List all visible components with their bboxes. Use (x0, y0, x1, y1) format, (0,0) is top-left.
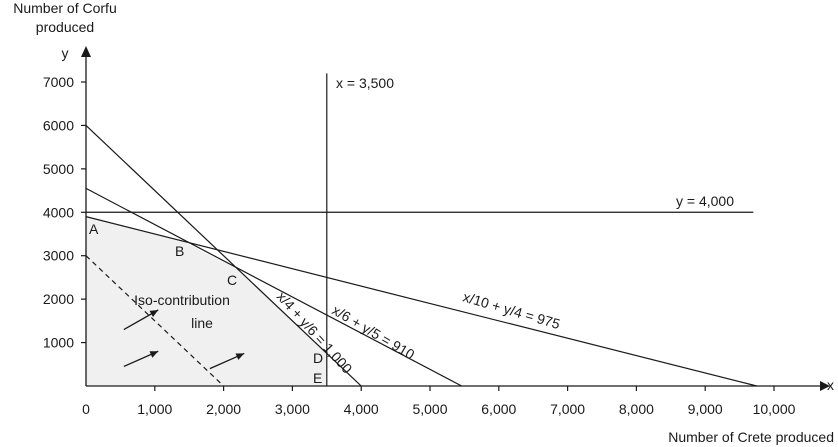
y-axis-letter: y (62, 45, 69, 61)
x-tick-label-3: 3,000 (275, 401, 310, 417)
x-tick-label-2: 2,000 (206, 401, 241, 417)
direction-arrow-0 (123, 309, 159, 331)
x-tick-label-10: 10,000 (753, 401, 796, 417)
y-axis-title-line1: Number of Corfu (13, 0, 116, 16)
label-x-3500: x = 3,500 (336, 75, 394, 91)
x-tick-label-4: 4,000 (344, 401, 379, 417)
x-tick-label-1: 1,000 (137, 401, 172, 417)
y-tick-label-0: 1000 (43, 335, 74, 351)
x-tick-label-6: 6,000 (481, 401, 516, 417)
iso-direction-arrows (123, 309, 245, 370)
y-tick-label-2: 3000 (43, 248, 74, 264)
x-tick-label-5: 5,000 (412, 401, 447, 417)
point-e-label: E (313, 370, 322, 386)
x-axis-title: Number of Crete produced (668, 429, 834, 445)
y-ticks: 1000 2000 3000 4000 5000 6000 7000 (43, 74, 86, 351)
feasible-region (86, 216, 327, 386)
iso-label-line2: line (191, 315, 213, 331)
y-axis-arrowhead (81, 46, 91, 57)
constraint-line-3 (85, 187, 462, 387)
direction-arrow-1 (123, 350, 159, 368)
y-tick-label-1: 2000 (43, 291, 74, 307)
x-axis-arrowhead (820, 381, 830, 391)
constraint-lines (85, 73, 757, 387)
y-tick-label-6: 7000 (43, 74, 74, 90)
label-x10-y4: x/10 + y/4 = 975 (461, 289, 562, 333)
x-tick-label-9: 9,000 (688, 401, 723, 417)
point-d-label: D (313, 350, 323, 366)
constraint-line-2 (85, 216, 757, 387)
x-tick-label-0: 0 (82, 401, 90, 417)
x-tick-label-8: 8,000 (619, 401, 654, 417)
x-axis-letter: x (827, 377, 834, 393)
label-y-4000: y = 4,000 (676, 193, 734, 209)
y-tick-label-3: 4000 (43, 204, 74, 220)
x-tick-label-7: 7,000 (550, 401, 585, 417)
iso-contribution-line (85, 255, 225, 387)
iso-label-line1: Iso-contribution (134, 292, 230, 308)
point-b-label: B (175, 243, 184, 259)
point-a-label: A (89, 221, 99, 237)
y-tick-label-4: 5000 (43, 161, 74, 177)
y-tick-label-5: 6000 (43, 117, 74, 133)
x-ticks: 0 1,000 2,000 3,000 4,000 5,000 6,000 7,000 8,00… (82, 386, 796, 417)
point-c-label: C (227, 272, 237, 288)
direction-arrow-2 (209, 352, 245, 370)
constraint-line-4 (85, 124, 362, 387)
y-axis-title-line2: produced (36, 19, 94, 35)
